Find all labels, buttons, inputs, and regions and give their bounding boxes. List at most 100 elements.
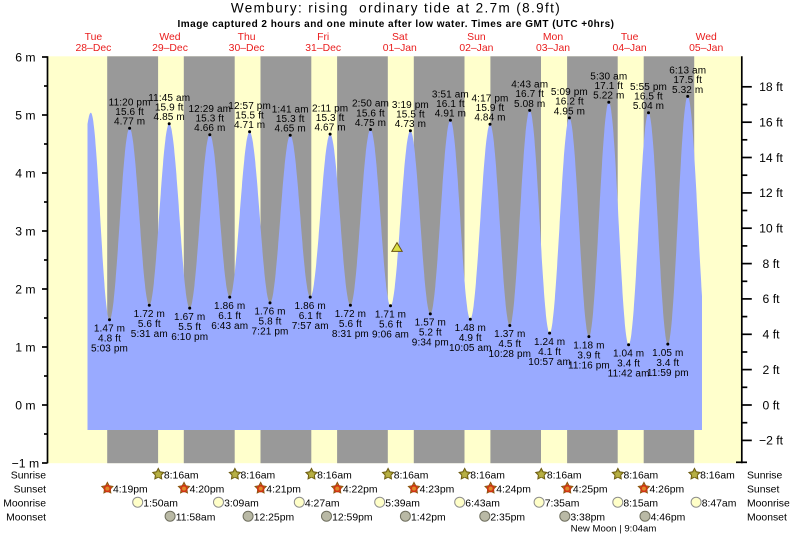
svg-text:15.9 ft: 15.9 ft <box>476 103 505 114</box>
svg-text:7:35am: 7:35am <box>545 499 580 510</box>
svg-text:10 ft: 10 ft <box>759 222 783 236</box>
svg-text:6:43am: 6:43am <box>465 499 500 510</box>
svg-text:5:55 pm: 5:55 pm <box>630 82 667 93</box>
svg-text:2:50 am: 2:50 am <box>352 99 389 110</box>
svg-text:3 m: 3 m <box>15 224 35 238</box>
svg-text:6.1 ft: 6.1 ft <box>218 311 241 322</box>
svg-text:16.1 ft: 16.1 ft <box>436 99 465 110</box>
svg-text:1.86 m: 1.86 m <box>295 301 326 312</box>
svg-text:6:43 am: 6:43 am <box>211 321 248 332</box>
svg-text:5.6 ft: 5.6 ft <box>379 320 402 331</box>
svg-text:4 ft: 4 ft <box>763 328 781 342</box>
svg-text:4.8 ft: 4.8 ft <box>98 333 121 344</box>
svg-text:Wembury: rising ordinary tide: Wembury: rising ordinary tide at 2.7m (8… <box>231 1 561 16</box>
svg-text:1.57 m: 1.57 m <box>415 318 446 329</box>
svg-text:8:16am: 8:16am <box>470 471 505 482</box>
svg-text:1:42pm: 1:42pm <box>411 513 446 524</box>
svg-text:11:42 am: 11:42 am <box>608 368 650 379</box>
svg-text:16 ft: 16 ft <box>759 116 783 130</box>
svg-text:4:23pm: 4:23pm <box>420 485 455 496</box>
svg-text:5.8 ft: 5.8 ft <box>259 317 282 328</box>
svg-text:Sun: Sun <box>467 32 486 43</box>
svg-text:−1 m: −1 m <box>12 456 39 470</box>
svg-text:5.22 m: 5.22 m <box>593 91 624 102</box>
svg-text:4.67 m: 4.67 m <box>314 123 345 134</box>
svg-text:2:11 pm: 2:11 pm <box>312 103 348 114</box>
svg-text:15.5 ft: 15.5 ft <box>235 111 264 122</box>
svg-text:15.6 ft: 15.6 ft <box>115 107 144 118</box>
svg-text:4.5 ft: 4.5 ft <box>498 339 521 350</box>
svg-text:1.24 m: 1.24 m <box>534 337 565 348</box>
svg-text:4 m: 4 m <box>15 166 35 180</box>
svg-text:4.73 m: 4.73 m <box>395 119 426 130</box>
svg-text:Sunset: Sunset <box>14 485 46 496</box>
svg-text:01–Jan: 01–Jan <box>383 43 417 54</box>
svg-text:17.5 ft: 17.5 ft <box>673 75 702 86</box>
svg-text:3.4 ft: 3.4 ft <box>617 358 640 369</box>
svg-text:Sunrise: Sunrise <box>11 471 46 482</box>
svg-text:3:51 am: 3:51 am <box>432 89 469 100</box>
svg-text:4.85 m: 4.85 m <box>154 112 185 123</box>
svg-text:8:31 pm: 8:31 pm <box>332 329 369 340</box>
svg-text:3.4 ft: 3.4 ft <box>656 358 679 369</box>
svg-text:6 m: 6 m <box>15 50 35 64</box>
svg-text:8:16am: 8:16am <box>317 471 352 482</box>
svg-text:5.6 ft: 5.6 ft <box>339 319 362 330</box>
svg-text:4:26pm: 4:26pm <box>650 485 685 496</box>
svg-text:New Moon | 9:04am: New Moon | 9:04am <box>571 524 657 535</box>
svg-text:4.75 m: 4.75 m <box>355 118 386 129</box>
svg-text:Sunset: Sunset <box>747 485 779 496</box>
svg-text:15.3 ft: 15.3 ft <box>195 114 224 125</box>
svg-text:1.37 m: 1.37 m <box>494 329 525 340</box>
svg-text:5:30 am: 5:30 am <box>590 71 627 82</box>
svg-text:18 ft: 18 ft <box>759 80 783 94</box>
svg-text:5:31 am: 5:31 am <box>131 329 168 340</box>
svg-text:1.86 m: 1.86 m <box>214 301 245 312</box>
svg-text:2 ft: 2 ft <box>763 363 781 377</box>
svg-text:10:28 pm: 10:28 pm <box>488 349 531 360</box>
svg-text:Mon: Mon <box>543 32 563 43</box>
svg-text:17.1 ft: 17.1 ft <box>594 81 623 92</box>
svg-text:5:03 pm: 5:03 pm <box>91 343 128 354</box>
svg-text:1.05 m: 1.05 m <box>652 348 683 359</box>
svg-text:5:39am: 5:39am <box>385 499 420 510</box>
svg-text:1.18 m: 1.18 m <box>573 340 604 351</box>
svg-text:3.9 ft: 3.9 ft <box>577 350 600 361</box>
svg-text:4:25pm: 4:25pm <box>573 485 608 496</box>
svg-text:6:10 pm: 6:10 pm <box>171 332 208 343</box>
svg-text:0 ft: 0 ft <box>763 398 781 412</box>
svg-text:4.71 m: 4.71 m <box>234 120 265 131</box>
svg-text:8:16am: 8:16am <box>164 471 199 482</box>
svg-text:9:34 pm: 9:34 pm <box>412 338 449 349</box>
svg-text:9:06 am: 9:06 am <box>372 330 409 341</box>
svg-text:5.5 ft: 5.5 ft <box>178 322 201 333</box>
svg-text:8:16am: 8:16am <box>700 471 735 482</box>
svg-text:4.66 m: 4.66 m <box>194 123 225 134</box>
svg-text:4:27am: 4:27am <box>305 499 340 510</box>
svg-text:4.95 m: 4.95 m <box>554 106 585 117</box>
svg-text:Image captured 2 hours and one: Image captured 2 hours and one minute af… <box>178 19 615 30</box>
svg-text:1:41 am: 1:41 am <box>272 105 309 116</box>
svg-text:04–Jan: 04–Jan <box>613 43 647 54</box>
svg-text:5.2 ft: 5.2 ft <box>419 328 442 339</box>
svg-text:1.72 m: 1.72 m <box>134 309 165 320</box>
svg-text:Tue: Tue <box>621 32 639 43</box>
svg-text:7:57 am: 7:57 am <box>292 321 329 332</box>
svg-text:16.7 ft: 16.7 ft <box>515 89 544 100</box>
svg-text:4.91 m: 4.91 m <box>435 109 466 120</box>
svg-text:11:59 pm: 11:59 pm <box>647 368 689 379</box>
svg-text:8:16am: 8:16am <box>547 471 582 482</box>
svg-text:4.1 ft: 4.1 ft <box>538 347 561 358</box>
svg-text:1 m: 1 m <box>15 340 35 354</box>
svg-text:16.5 ft: 16.5 ft <box>634 92 663 103</box>
svg-text:6:13 am: 6:13 am <box>669 66 706 77</box>
svg-text:12 ft: 12 ft <box>759 186 783 200</box>
svg-text:5.04 m: 5.04 m <box>633 101 664 112</box>
svg-text:31–Dec: 31–Dec <box>305 43 341 54</box>
svg-text:14 ft: 14 ft <box>759 151 783 165</box>
svg-text:1.71 m: 1.71 m <box>375 310 406 321</box>
svg-text:6 ft: 6 ft <box>763 292 781 306</box>
svg-text:15.9 ft: 15.9 ft <box>155 103 184 114</box>
svg-text:11:20 pm: 11:20 pm <box>109 98 151 109</box>
svg-text:15.3 ft: 15.3 ft <box>316 113 345 124</box>
